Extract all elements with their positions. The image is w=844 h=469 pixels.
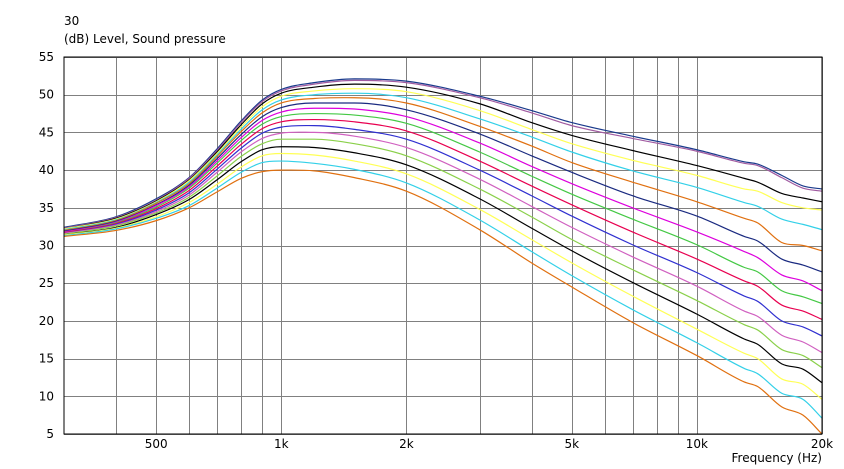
series-line-16: [63, 160, 823, 419]
series-line-11: [63, 124, 823, 337]
x-tick-label: 20k: [811, 437, 833, 451]
y-tick-label: 25: [39, 276, 54, 290]
series-line-2: [63, 79, 823, 229]
x-tick-label: 10k: [686, 437, 708, 451]
y-tick-label: 50: [39, 88, 54, 102]
chart-title: 30: [64, 14, 79, 28]
y-tick-label: 10: [39, 389, 54, 403]
series-line-7: [63, 102, 823, 273]
tick-labels: 5 10 15 20 25 30 35 40 45 50 55 500 1k 2k 5k 10k 20k: [39, 50, 833, 451]
plot-frame: [63, 56, 823, 435]
y-tick-label: 40: [39, 163, 54, 177]
series-line-13: [63, 138, 823, 369]
series-line-17: [63, 169, 823, 435]
series-line-12: [63, 131, 823, 354]
series-line-6: [63, 97, 823, 252]
series-line-5: [63, 92, 823, 231]
series-line-10: [63, 118, 823, 320]
y-tick-label: 15: [39, 352, 54, 366]
y-tick-label: 5: [46, 427, 54, 441]
series-line-3: [63, 83, 823, 230]
y-tick-label: 20: [39, 314, 54, 328]
y-tick-label: 45: [39, 125, 54, 139]
y-tick-label: 35: [39, 201, 54, 215]
series-line-9: [63, 112, 823, 305]
x-tick-label: 2k: [399, 437, 414, 451]
y-tick-label: 55: [39, 50, 54, 64]
series-lines: [63, 78, 823, 435]
x-tick-label: 5k: [564, 437, 579, 451]
series-line-15: [63, 152, 823, 400]
y-axis-label: (dB) Level, Sound pressure: [64, 32, 226, 46]
x-axis-label: Frequency (Hz): [732, 451, 823, 465]
series-line-4: [63, 88, 823, 230]
series-line-14: [63, 146, 823, 384]
series-line-8: [63, 107, 823, 292]
x-tick-label: 1k: [274, 437, 289, 451]
x-tick-label: 500: [145, 437, 168, 451]
y-tick-label: 30: [39, 239, 54, 253]
